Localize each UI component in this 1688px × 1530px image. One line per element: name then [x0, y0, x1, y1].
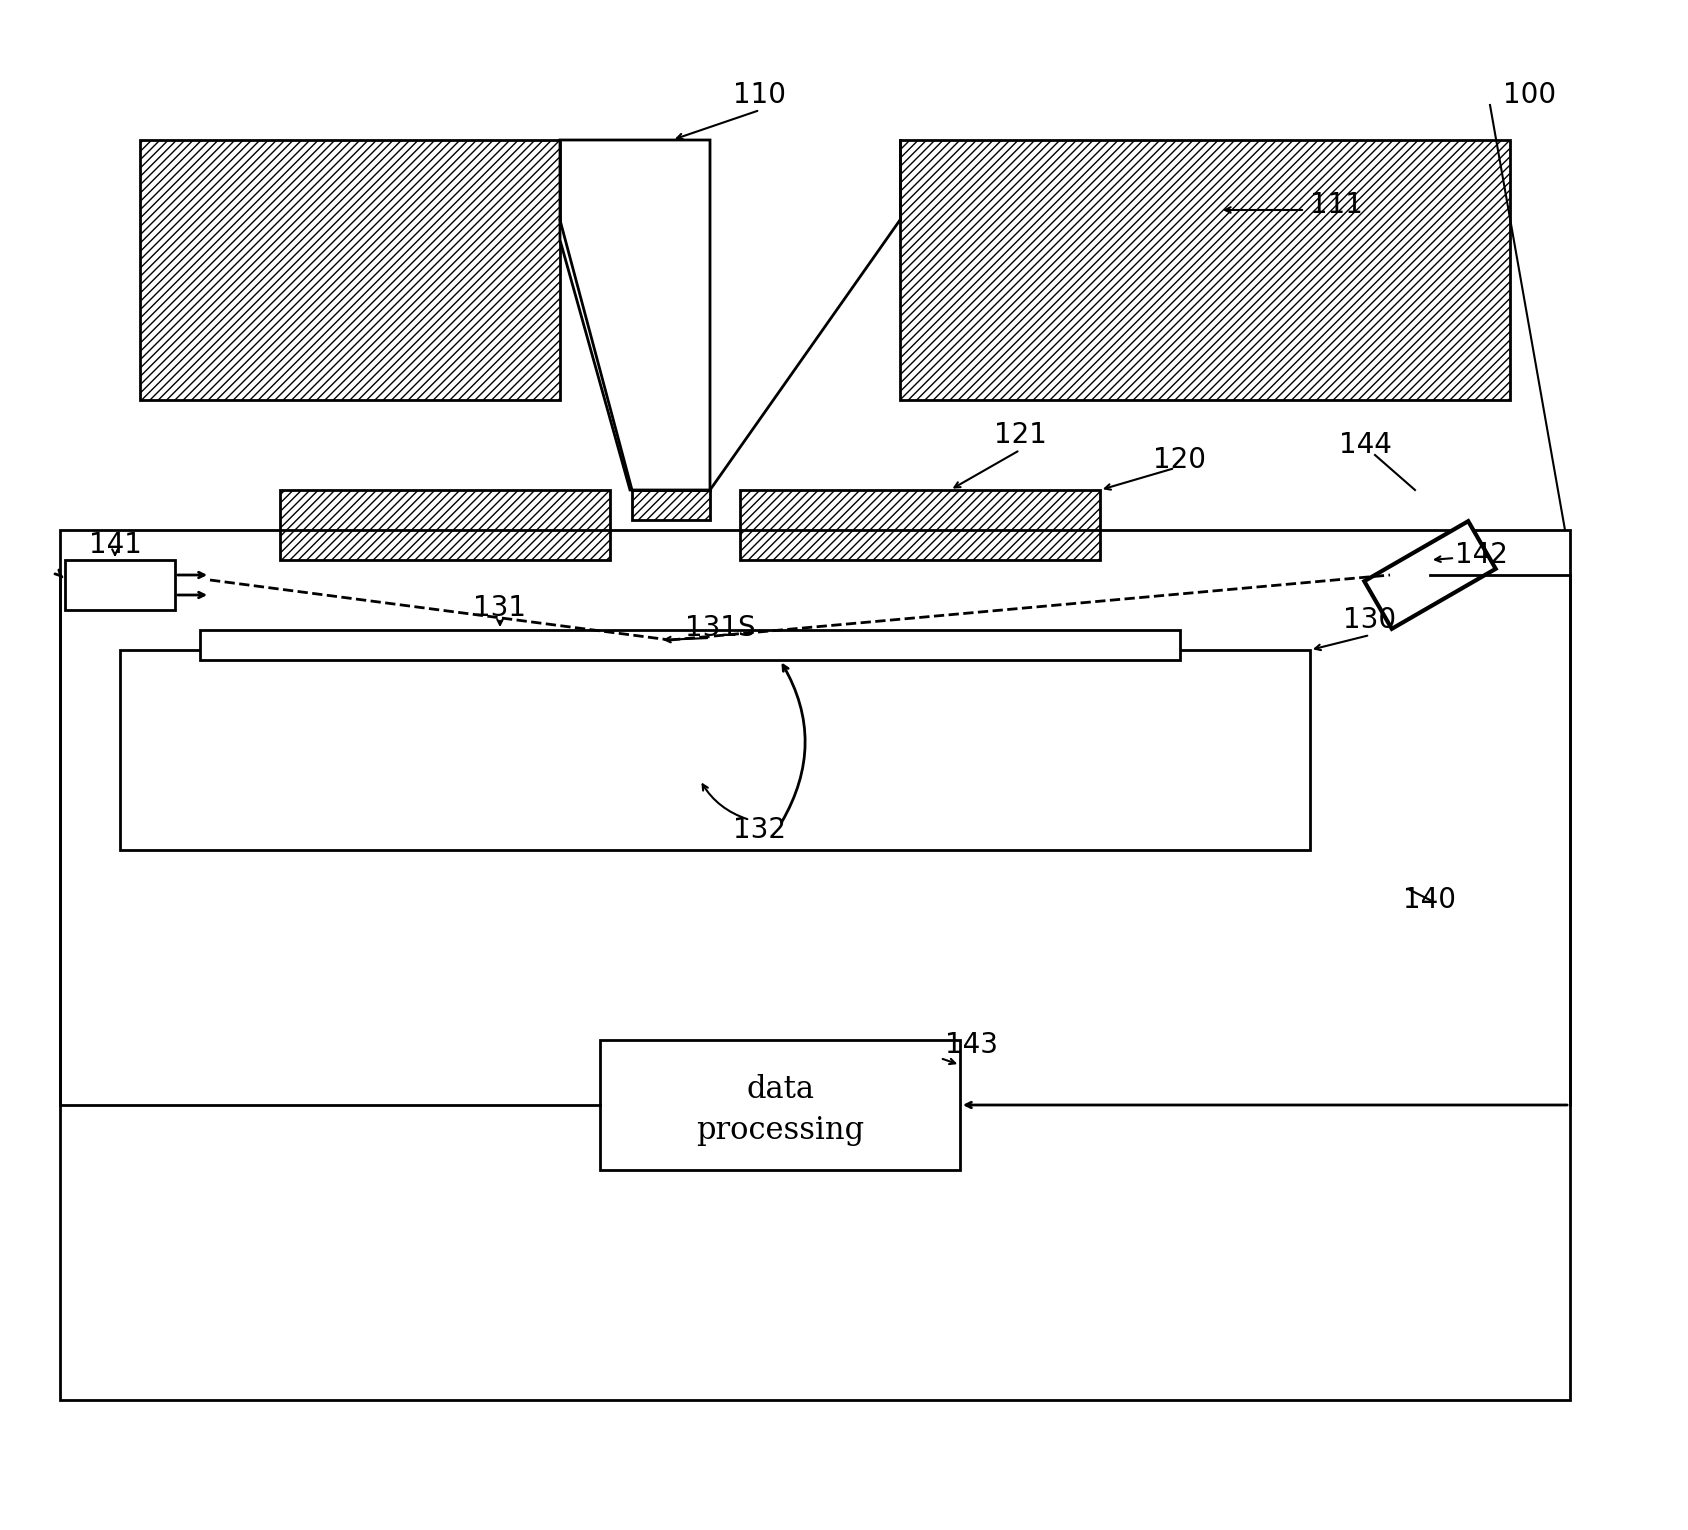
- Text: 111: 111: [1310, 191, 1362, 219]
- Bar: [199, 630, 1180, 659]
- Text: 121: 121: [994, 421, 1047, 448]
- Bar: [1364, 522, 1496, 629]
- Text: 130: 130: [1344, 606, 1396, 633]
- Bar: [599, 1040, 960, 1170]
- Text: 131S: 131S: [685, 614, 755, 643]
- Bar: [140, 141, 560, 399]
- Text: 100: 100: [1504, 81, 1556, 109]
- Text: 142: 142: [1455, 542, 1507, 569]
- Text: 110: 110: [734, 81, 787, 109]
- Bar: [61, 529, 1570, 1400]
- Text: 143: 143: [945, 1031, 998, 1059]
- Bar: [900, 141, 1511, 399]
- Text: data: data: [746, 1074, 814, 1106]
- Text: 141: 141: [88, 531, 142, 558]
- Polygon shape: [560, 141, 711, 490]
- Text: 120: 120: [1153, 447, 1207, 474]
- Text: processing: processing: [695, 1114, 864, 1146]
- Bar: [120, 650, 1310, 851]
- Bar: [631, 490, 711, 520]
- Bar: [280, 490, 609, 560]
- Bar: [739, 490, 1101, 560]
- Text: 131: 131: [474, 594, 527, 623]
- Text: 144: 144: [1339, 431, 1391, 459]
- Text: 140: 140: [1403, 886, 1457, 913]
- Bar: [66, 560, 176, 610]
- Text: 132: 132: [734, 815, 787, 845]
